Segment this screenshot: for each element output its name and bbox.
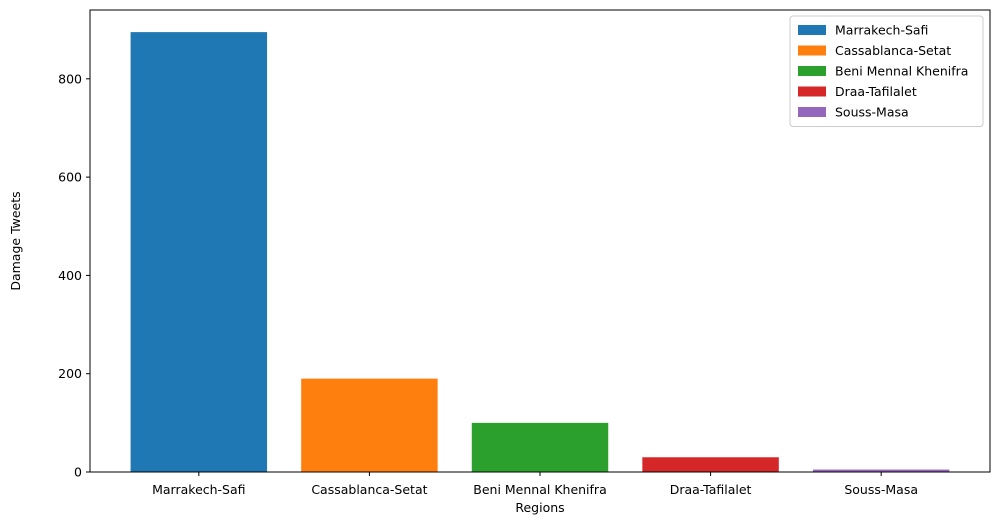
- bar-0: [130, 32, 268, 473]
- legend-label: Beni Mennal Khenifra: [835, 64, 968, 79]
- y-axis: 0 200 400 600 800: [58, 71, 90, 480]
- bars-layer: [130, 32, 950, 473]
- bar-4: [812, 469, 950, 472]
- legend-swatch: [798, 107, 826, 117]
- legend-swatch: [798, 25, 826, 35]
- y-tick-label: 800: [58, 71, 82, 86]
- legend-box: [789, 15, 984, 127]
- y-tick-label: 200: [58, 366, 82, 381]
- y-tick-label: 0: [74, 465, 82, 480]
- x-tick-label: Beni Mennal Khenifra: [473, 482, 606, 497]
- y-axis-label: Damage Tweets: [8, 191, 23, 290]
- legend-swatch: [798, 45, 826, 56]
- x-axis-label: Regions: [515, 500, 564, 515]
- legend-label: Draa-Tafilalet: [835, 84, 917, 99]
- y-tick-label: 400: [58, 268, 82, 283]
- x-tick-label: Draa-Tafilalet: [670, 482, 752, 497]
- x-tick-label: Cassablanca-Setat: [311, 482, 427, 497]
- x-tick-label: Souss-Masa: [844, 482, 918, 497]
- legend-swatch: [798, 66, 826, 76]
- bar-2: [471, 422, 609, 472]
- legend-swatch: [798, 86, 826, 97]
- bar-3: [642, 457, 779, 472]
- legend-label: Marrakech-Safi: [835, 23, 928, 38]
- legend-label: Cassablanca-Setat: [835, 43, 951, 58]
- legend: Marrakech-Safi Cassablanca-Setat Beni Menn…: [789, 15, 984, 127]
- x-tick-label: Marrakech-Safi: [152, 482, 245, 497]
- x-axis: Marrakech-Safi Cassablanca-Setat Beni Menn…: [152, 472, 918, 497]
- bar-1: [301, 378, 438, 472]
- legend-label: Souss-Masa: [835, 105, 909, 120]
- y-tick-label: 600: [58, 170, 82, 185]
